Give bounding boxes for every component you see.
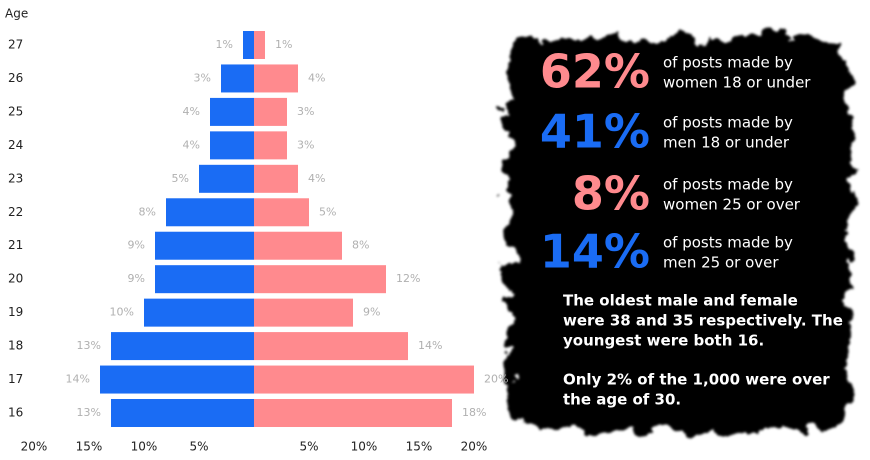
- value-label: 1%: [216, 38, 233, 51]
- x-tick-label: 15%: [76, 440, 103, 454]
- y-tick-label: 26: [8, 71, 23, 85]
- bar: [254, 365, 474, 394]
- value-label: 4%: [183, 138, 200, 151]
- y-axis-label: Age: [5, 7, 28, 21]
- value-label: 8%: [139, 205, 156, 218]
- y-tick-label: 18: [8, 339, 23, 353]
- value-label: 10%: [110, 306, 134, 319]
- value-label: 20%: [484, 373, 508, 386]
- text-panel-bg: [508, 38, 850, 430]
- value-label: 9%: [363, 306, 380, 319]
- stat-value: 8%: [572, 167, 650, 221]
- value-label: 14%: [66, 373, 90, 386]
- value-label: 3%: [194, 71, 211, 84]
- bar: [221, 64, 254, 93]
- stat-text: men 18 or under: [663, 134, 790, 152]
- bar: [111, 332, 254, 361]
- note-text: Only 2% of the 1,000 were over: [563, 371, 830, 389]
- bar: [100, 365, 254, 394]
- y-tick-label: 22: [8, 205, 23, 219]
- value-label: 13%: [77, 339, 101, 352]
- x-tick-label: 20%: [21, 440, 48, 454]
- y-tick-label: 25: [8, 104, 23, 118]
- value-label: 8%: [352, 239, 369, 252]
- value-label: 5%: [319, 205, 336, 218]
- bar: [155, 265, 254, 294]
- stat-text: women 25 or over: [663, 196, 801, 214]
- y-tick-label: 20: [8, 272, 23, 286]
- x-tick-label: 5%: [299, 440, 318, 454]
- bar: [254, 164, 298, 193]
- note-text: youngest were both 16.: [563, 332, 764, 350]
- stat-text: of posts made by: [663, 54, 793, 72]
- stat-text: of posts made by: [663, 114, 793, 132]
- stat-text: of posts made by: [663, 176, 793, 194]
- x-tick-label: 20%: [461, 440, 488, 454]
- note-text: the age of 30.: [563, 391, 681, 409]
- x-tick-label: 10%: [351, 440, 378, 454]
- bar: [210, 131, 254, 160]
- y-tick-label: 19: [8, 305, 23, 319]
- bar: [254, 332, 408, 361]
- note-text: were 38 and 35 respectively. The: [563, 312, 843, 330]
- stat-text: of posts made by: [663, 234, 793, 252]
- bar: [254, 198, 309, 227]
- note-text: The oldest male and female: [563, 292, 798, 310]
- bar: [243, 31, 254, 59]
- value-label: 9%: [128, 272, 145, 285]
- y-tick-label: 27: [8, 38, 23, 52]
- bar: [254, 231, 342, 260]
- bar: [199, 164, 254, 193]
- y-tick-label: 21: [8, 238, 23, 252]
- bar: [254, 31, 265, 59]
- value-label: 4%: [183, 105, 200, 118]
- bar: [111, 399, 254, 427]
- x-tick-label: 15%: [406, 440, 433, 454]
- y-tick-label: 16: [8, 406, 23, 420]
- bar: [254, 97, 287, 126]
- value-label: 4%: [308, 172, 325, 185]
- bar: [155, 231, 254, 260]
- value-label: 1%: [275, 38, 292, 51]
- value-label: 18%: [462, 406, 486, 419]
- stat-text: women 18 or under: [663, 74, 811, 92]
- value-label: 9%: [128, 239, 145, 252]
- bar: [254, 298, 353, 327]
- value-label: 4%: [308, 71, 325, 84]
- y-tick-label: 24: [8, 138, 23, 152]
- stat-value: 41%: [540, 105, 650, 159]
- stat-value: 14%: [540, 225, 650, 279]
- bar: [254, 265, 386, 294]
- bar: [166, 198, 254, 227]
- value-label: 13%: [77, 406, 101, 419]
- x-tick-label: 10%: [131, 440, 158, 454]
- value-label: 5%: [172, 172, 189, 185]
- bar: [254, 399, 452, 427]
- stat-value: 62%: [540, 45, 650, 99]
- value-label: 14%: [418, 339, 442, 352]
- y-tick-label: 17: [8, 372, 23, 386]
- y-tick-label: 23: [8, 171, 23, 185]
- bar: [254, 131, 287, 160]
- value-label: 12%: [396, 272, 420, 285]
- bar: [144, 298, 254, 327]
- stat-text: men 25 or over: [663, 254, 779, 272]
- x-tick-label: 5%: [189, 440, 208, 454]
- bar: [254, 64, 298, 93]
- value-label: 3%: [297, 105, 314, 118]
- value-label: 3%: [297, 138, 314, 151]
- bar: [210, 97, 254, 126]
